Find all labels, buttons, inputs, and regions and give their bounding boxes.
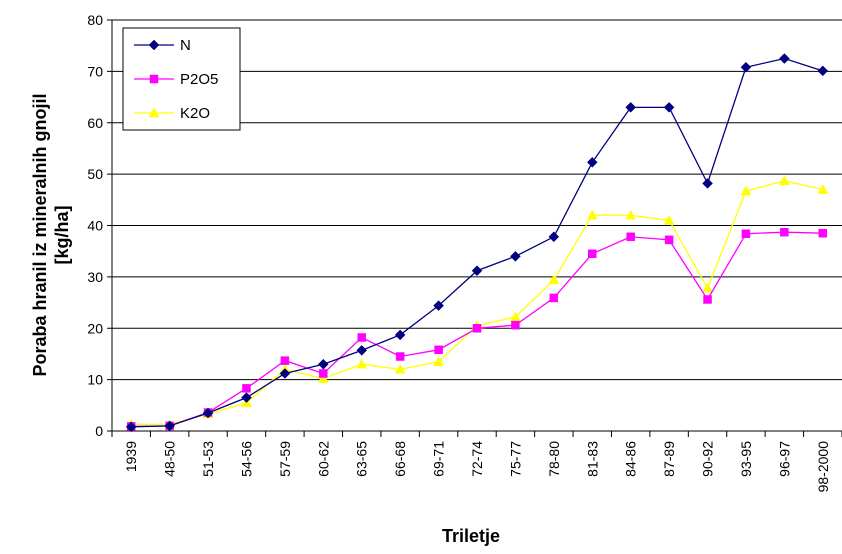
x-tick-label-98-2000: 98-2000	[815, 441, 831, 493]
legend-label-P2O5: P2O5	[180, 71, 218, 88]
point-K2O-63-65	[357, 359, 367, 368]
point-N-98-2000	[818, 66, 828, 76]
point-P2O5-93-95	[742, 230, 750, 238]
y-axis-ticks: 0 10 20 30 40 50 60 70 80	[87, 12, 112, 439]
x-tick-label-57-59: 57-59	[277, 441, 293, 477]
point-K2O-90-92	[703, 283, 713, 292]
point-N-87-89	[664, 102, 674, 112]
point-P2O5-98-2000	[819, 229, 827, 237]
y-tick-label-10: 10	[87, 372, 103, 388]
x-axis-title: Triletje	[442, 526, 500, 546]
point-N-60-62	[318, 359, 328, 369]
point-N-84-86	[626, 102, 636, 112]
point-P2O5-66-68	[396, 353, 404, 361]
x-tick-label-72-74: 72-74	[469, 441, 485, 477]
point-N-54-56	[241, 393, 251, 403]
y-tick-label-50: 50	[87, 166, 103, 182]
x-tick-label-54-56: 54-56	[238, 441, 254, 477]
y-tick-label-60: 60	[87, 115, 103, 131]
x-tick-label-66-68: 66-68	[392, 441, 408, 477]
point-N-75-77	[510, 251, 520, 261]
point-P2O5-72-74	[473, 324, 481, 332]
point-P2O5-87-89	[665, 236, 673, 244]
point-K2O-96-97	[779, 176, 789, 185]
x-tick-label-48-50: 48-50	[162, 441, 178, 477]
x-tick-label-75-77: 75-77	[507, 441, 523, 477]
series-P2O5	[127, 228, 827, 430]
point-P2O5-54-56	[242, 384, 250, 392]
y-tick-label-30: 30	[87, 269, 103, 285]
x-tick-label-87-89: 87-89	[661, 441, 677, 477]
point-P2O5-90-92	[704, 295, 712, 303]
y-axis-title-line1: Poraba hranil iz mineralnih gnojil	[30, 93, 50, 376]
point-P2O5-84-86	[627, 233, 635, 241]
point-P2O5-57-59	[281, 357, 289, 365]
point-P2O5-96-97	[780, 228, 788, 236]
point-N-63-65	[357, 345, 367, 355]
x-tick-label-1939: 1939	[123, 441, 139, 472]
y-tick-label-70: 70	[87, 63, 103, 79]
point-P2O5-69-71	[435, 346, 443, 354]
x-tick-label-60-62: 60-62	[315, 441, 331, 477]
x-tick-label-63-65: 63-65	[354, 441, 370, 477]
y-tick-label-40: 40	[87, 218, 103, 234]
x-axis-ticks: 1939 48-50 51-53 54-56 57-59 60-62 63-65 66-68 6…	[112, 431, 842, 492]
point-N-66-68	[395, 330, 405, 340]
point-P2O5-78-80	[550, 294, 558, 302]
point-P2O5-81-83	[588, 250, 596, 258]
legend-marker-P2O5	[150, 75, 158, 83]
y-tick-label-80: 80	[87, 12, 103, 28]
legend-label-N: N	[180, 37, 191, 54]
legend: N P2O5 K2O	[123, 28, 240, 130]
x-tick-label-96-97: 96-97	[776, 441, 792, 477]
x-tick-label-69-71: 69-71	[431, 441, 447, 477]
y-axis-title-line2: [kg/ha]	[52, 205, 72, 264]
y-tick-label-0: 0	[95, 423, 103, 439]
point-N-96-97	[779, 54, 789, 64]
point-N-81-83	[587, 157, 597, 167]
y-tick-label-20: 20	[87, 320, 103, 336]
point-N-93-95	[741, 62, 751, 72]
point-N-90-92	[703, 178, 713, 188]
x-tick-label-78-80: 78-80	[546, 441, 562, 477]
point-P2O5-63-65	[358, 333, 366, 341]
x-tick-label-93-95: 93-95	[738, 441, 754, 477]
point-N-78-80	[549, 232, 559, 242]
series-K2O	[126, 176, 828, 429]
point-K2O-78-80	[549, 275, 559, 284]
legend-label-K2O: K2O	[180, 105, 210, 122]
x-tick-label-81-83: 81-83	[584, 441, 600, 477]
point-P2O5-75-77	[511, 321, 519, 329]
series-line-K2O	[131, 181, 823, 425]
x-tick-label-90-92: 90-92	[700, 441, 716, 477]
x-tick-label-51-53: 51-53	[200, 441, 216, 477]
x-tick-label-84-86: 84-86	[623, 441, 639, 477]
point-P2O5-60-62	[319, 369, 327, 377]
